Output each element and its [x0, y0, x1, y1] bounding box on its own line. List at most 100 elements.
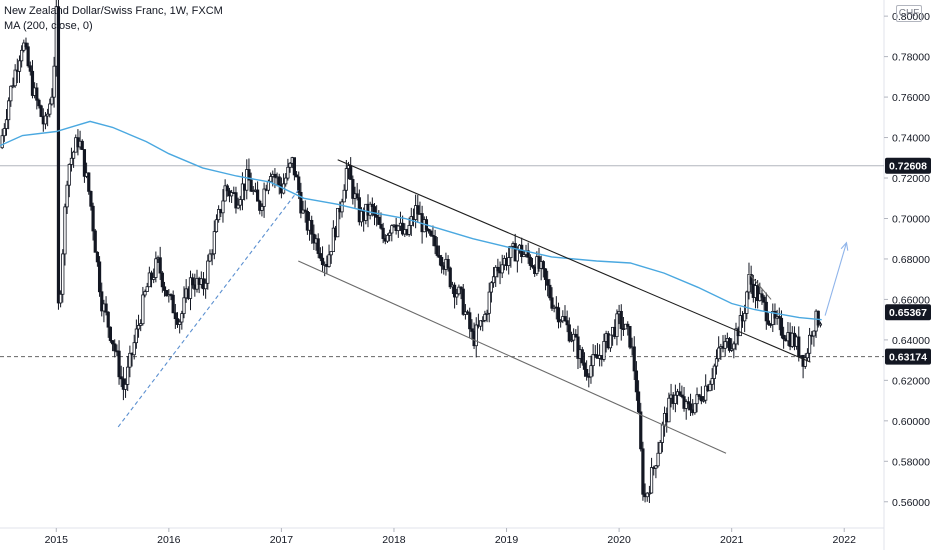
price-tick-label: 0.68000: [892, 254, 930, 266]
candle-body: [660, 424, 664, 443]
candle-body: [108, 326, 112, 341]
grid: [0, 0, 885, 550]
candle-body: [576, 336, 580, 359]
candle-body: [95, 251, 100, 263]
candle-body: [478, 320, 483, 327]
price-tick-label: 0.64000: [892, 335, 930, 347]
symbol-title[interactable]: New Zealand Dollar/Swiss Franc, 1W, FXCM: [4, 5, 223, 17]
candle-body: [223, 185, 227, 202]
candle-body: [567, 324, 571, 342]
candle-body: [509, 245, 513, 259]
candle-body: [375, 214, 379, 218]
candle-body: [528, 256, 532, 266]
candle-body: [106, 311, 110, 328]
candle-body: [165, 290, 169, 297]
price-tick-label: 0.56000: [892, 497, 930, 509]
candle-body: [59, 293, 63, 304]
candle-body: [46, 113, 50, 117]
price-tick-label: 0.60000: [892, 416, 930, 428]
candle-body: [162, 286, 167, 291]
channel-upper-trendline[interactable]: [337, 159, 811, 363]
candle-body: [515, 249, 519, 262]
candle-body: [327, 254, 331, 267]
candle-body: [396, 225, 400, 231]
candle-body: [461, 288, 465, 315]
candle-body: [688, 403, 693, 411]
candle-body: [779, 317, 784, 336]
candle-body: [204, 282, 208, 290]
price-tick-label: 0.72000: [892, 173, 930, 185]
candle-body: [636, 391, 641, 413]
candle-body: [149, 272, 154, 280]
price-tick-label: 0.80000: [892, 11, 930, 23]
candle-body: [50, 96, 54, 105]
price-label-text: 0.72608: [889, 161, 927, 173]
candle-body: [37, 99, 41, 107]
candle-body: [104, 303, 108, 313]
candle-body: [526, 250, 530, 258]
candle-body: [401, 222, 405, 235]
candle-body: [678, 391, 682, 396]
candle-body: [292, 157, 296, 176]
candle-body: [247, 169, 251, 181]
candle-body: [136, 325, 141, 330]
moving-average-series: [0, 120, 822, 321]
candle-body: [113, 343, 117, 352]
candle-body: [745, 291, 749, 314]
candle-body: [481, 319, 485, 322]
candle-body: [816, 310, 820, 326]
price-tick-label: 0.66000: [892, 294, 930, 306]
price-tick-label: 0.62000: [892, 375, 930, 387]
time-tick-label: 2018: [382, 534, 406, 546]
drawings[interactable]: [117, 159, 849, 454]
candle-body: [632, 346, 636, 372]
candle-body: [26, 46, 30, 67]
candle-body: [807, 334, 812, 354]
candle-body: [258, 200, 262, 211]
candle-body: [491, 276, 496, 284]
candle-body: [416, 205, 420, 215]
candle-body: [727, 338, 732, 351]
candle-body: [236, 204, 240, 209]
candle-body: [530, 265, 535, 268]
candle-body: [654, 465, 658, 469]
candle-body: [266, 180, 271, 191]
candle-body: [712, 365, 716, 379]
candle-body: [645, 492, 649, 498]
candle-body: [331, 227, 335, 252]
time-axis[interactable]: 2015 2016 2017 2018 2019 2020 2021 2022: [45, 528, 856, 546]
candle-body: [110, 340, 115, 345]
price-tick-label: 0.76000: [892, 92, 930, 104]
candle-body: [407, 225, 411, 235]
candle-body: [743, 313, 747, 322]
candle-body: [294, 174, 299, 178]
channel-lower-trendline[interactable]: [298, 260, 727, 454]
candle-body: [455, 293, 459, 298]
price-tick-label: 0.78000: [892, 52, 930, 64]
candle-body: [191, 277, 195, 286]
price-tick-label: 0.70000: [892, 213, 930, 225]
price-axis[interactable]: 0.56000 0.58000 0.60000 0.62000 0.64000 0.660…: [884, 11, 930, 509]
flag-upper-trendline[interactable]: [748, 272, 772, 300]
candle-body: [93, 230, 97, 253]
candle-body: [119, 376, 123, 380]
candle-body: [723, 341, 727, 349]
candle-body: [734, 328, 738, 345]
support-dashed-trendline[interactable]: [117, 189, 299, 428]
indicator-title[interactable]: MA (200, close, 0): [4, 20, 93, 32]
candle-body: [812, 330, 816, 337]
candle-body: [429, 230, 433, 236]
candle-body: [48, 103, 52, 115]
candle-body: [589, 365, 593, 378]
candle-body: [818, 323, 823, 326]
candle-body: [171, 294, 175, 314]
projection-arrow[interactable]: [824, 242, 848, 316]
candle-body: [381, 227, 385, 239]
candle-body: [329, 251, 333, 256]
candle-body: [730, 348, 734, 351]
candle-body: [82, 149, 87, 177]
currency-badge[interactable]: CHF: [896, 5, 922, 22]
candle-body: [20, 49, 24, 62]
